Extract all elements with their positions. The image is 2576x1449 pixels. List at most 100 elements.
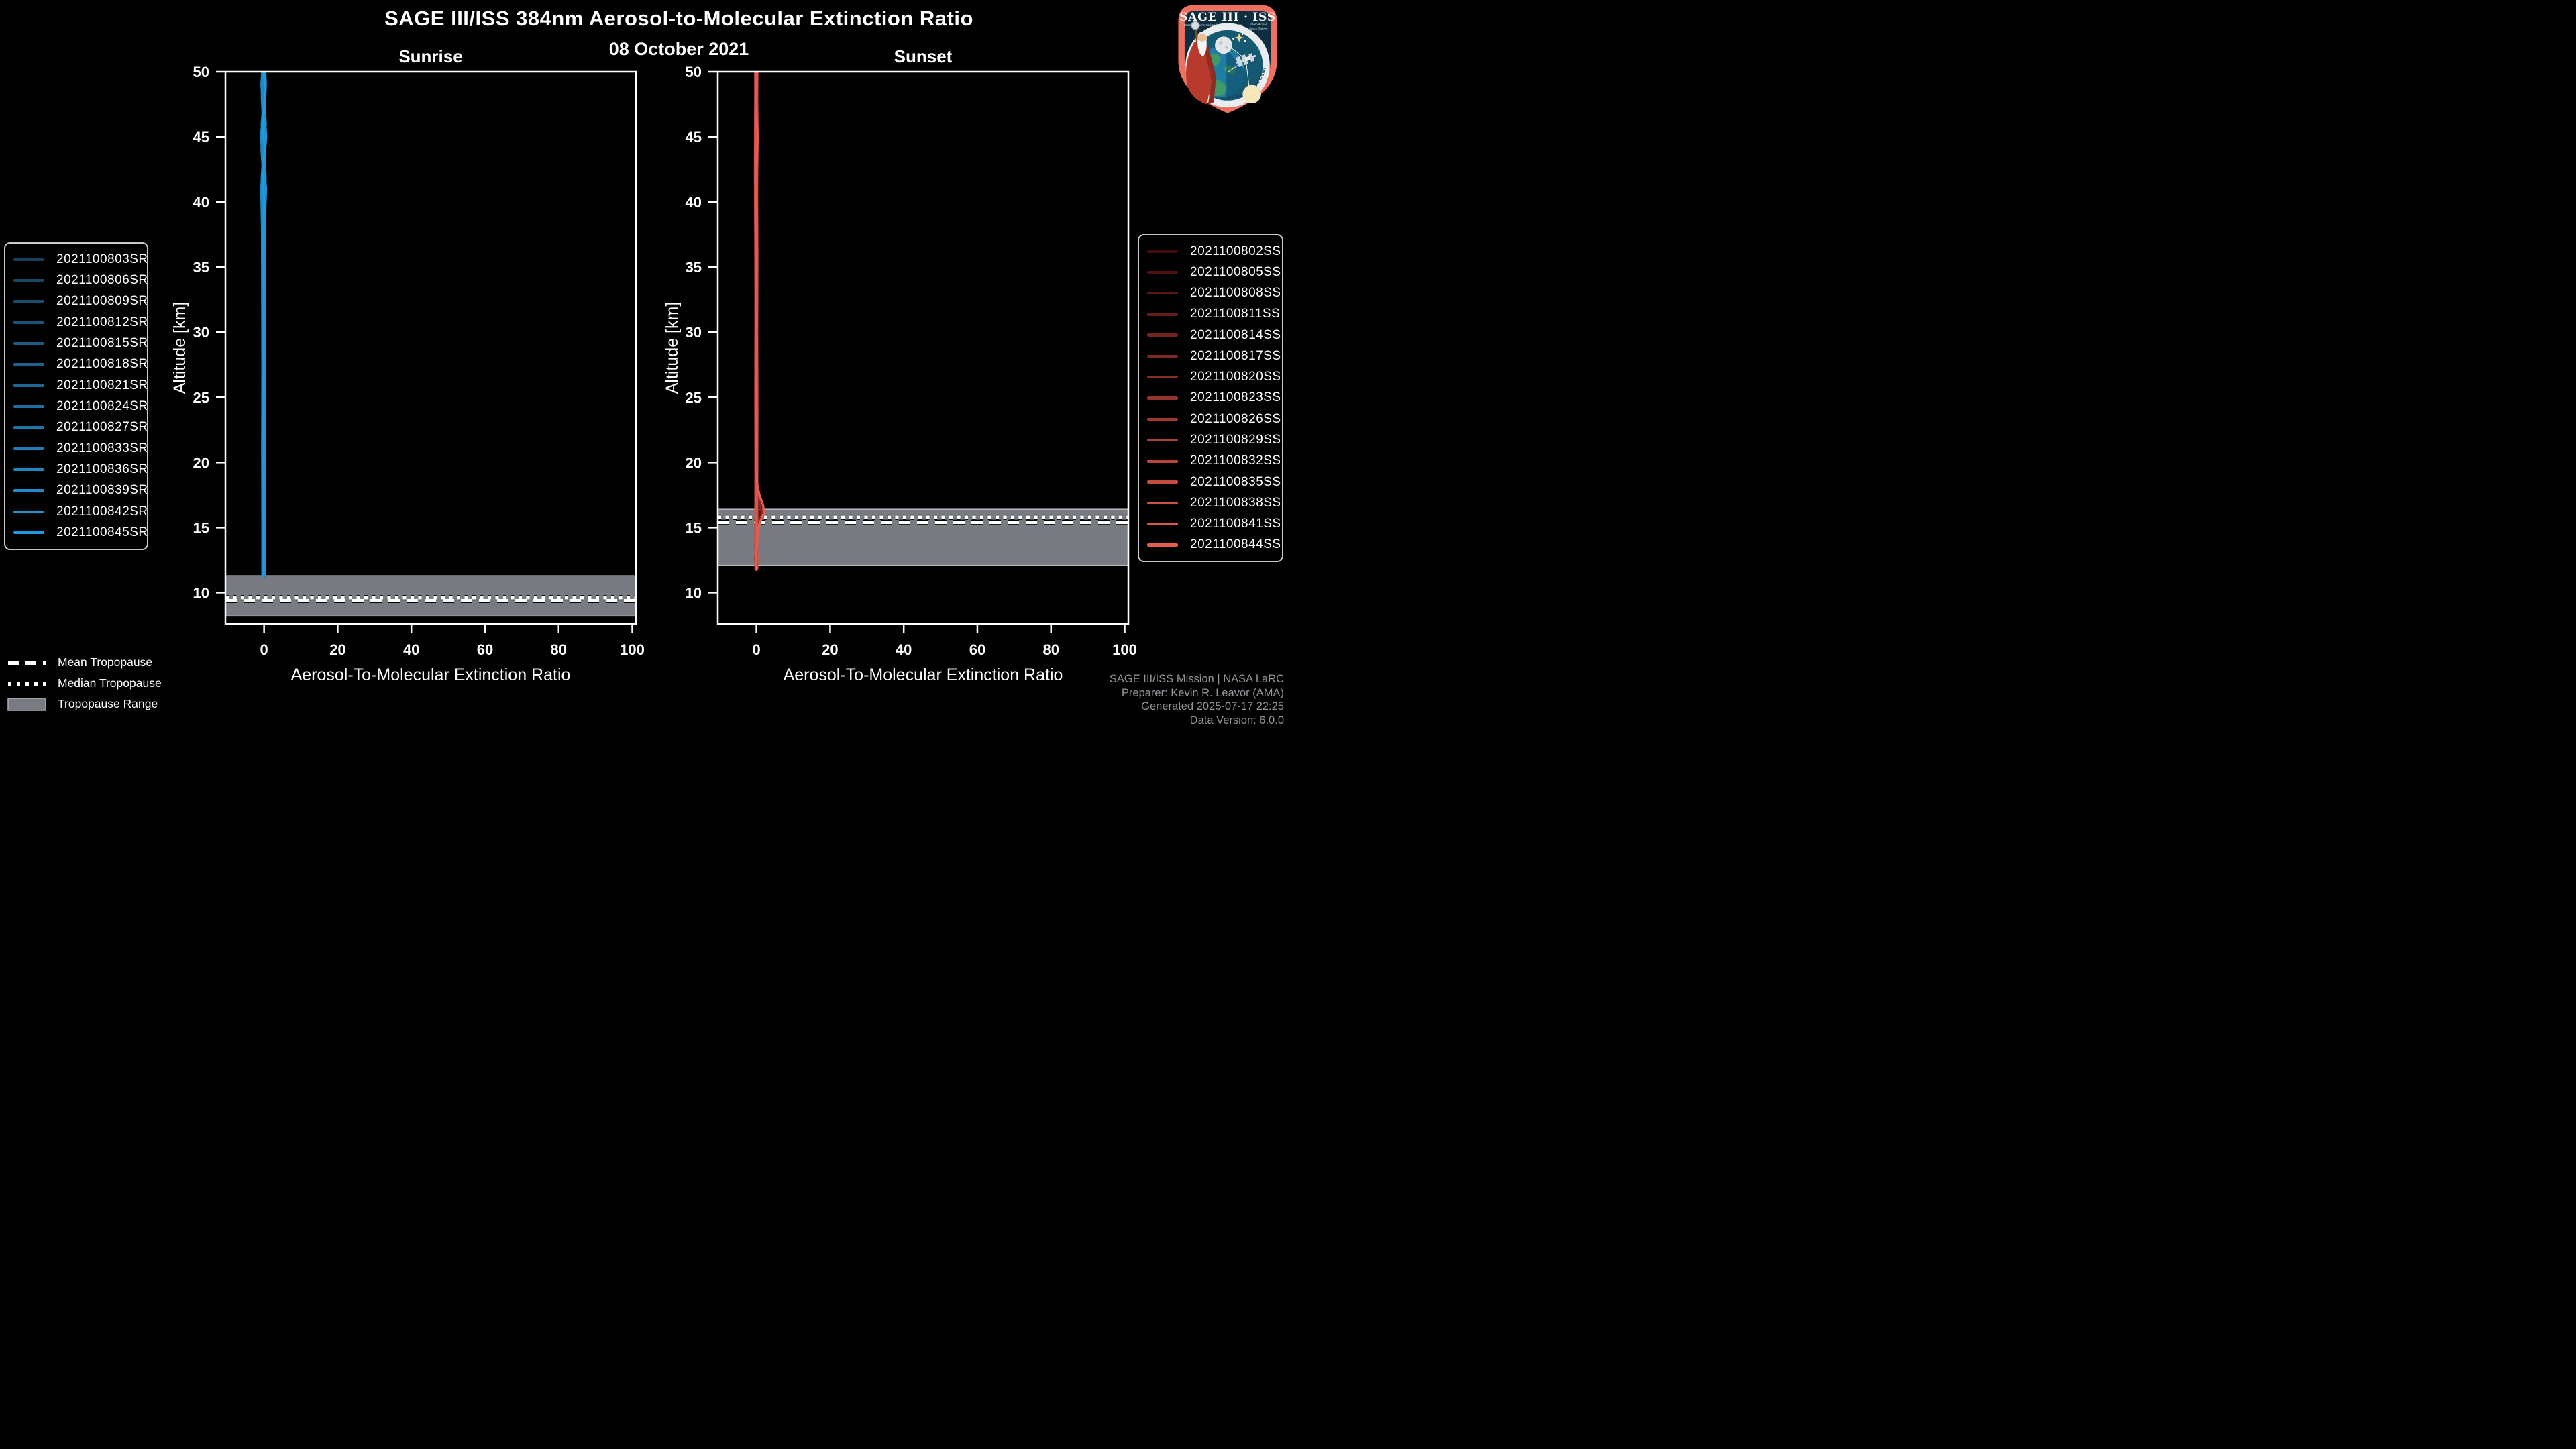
- tropopause-legend: Mean Tropopause Median Tropopause Tropop…: [7, 652, 288, 714]
- figure-title: SAGE III/ISS 384nm Aerosol-to-Molecular …: [384, 7, 973, 30]
- legend-item: 2021100821SR: [13, 378, 148, 393]
- legend-item: 2021100802SS: [1147, 244, 1281, 259]
- axes-frame: [716, 70, 1130, 625]
- legend-item: 2021100838SS: [1147, 496, 1281, 511]
- legend-item: 2021100808SS: [1147, 286, 1281, 301]
- legend-item: 2021100820SS: [1147, 370, 1281, 384]
- legend-event-label: 2021100809SR: [56, 294, 148, 309]
- legend-line-swatch: [1147, 501, 1178, 505]
- dotted-line-icon: [8, 681, 46, 686]
- sun-icon: [1242, 85, 1261, 104]
- legend-event-label: 2021100841SS: [1190, 517, 1281, 531]
- legend-item: 2021100844SS: [1147, 537, 1281, 552]
- legend-event-label: 2021100836SR: [56, 462, 148, 477]
- mean-tropopause-legend-item: Mean Tropopause: [7, 652, 288, 673]
- axes-frame: [224, 70, 637, 625]
- x-tick-label: 40: [403, 641, 419, 658]
- figure-date: 08 October 2021: [608, 39, 749, 59]
- x-axis-label: Aerosol-To-Molecular Extinction Ratio: [784, 665, 1063, 684]
- attribution-footer: SAGE III/ISS Mission | NASA LaRC Prepare…: [906, 672, 1284, 727]
- median-tropopause-label: Median Tropopause: [58, 676, 162, 690]
- patch-title: SAGE III · ISS: [1179, 11, 1276, 24]
- legend-line-swatch: [1147, 375, 1178, 379]
- legend-event-label: 2021100802SS: [1190, 244, 1281, 258]
- legend-line-swatch: [1147, 396, 1178, 400]
- figure-canvas: { "header": { "title": "SAGE III/ISS 384…: [0, 0, 1288, 727]
- legend-event-label: 2021100838SS: [1190, 495, 1281, 510]
- profile-2021100845SR: [261, 72, 266, 577]
- legend-item: 2021100812SR: [13, 315, 148, 330]
- legend-event-label: 2021100805SS: [1190, 264, 1281, 279]
- legend-line-swatch: [13, 510, 44, 514]
- sage-figure: [1186, 21, 1216, 105]
- y-tick-label: 30: [193, 324, 209, 341]
- x-tick-label: 0: [753, 641, 761, 658]
- y-tick-label: 15: [686, 519, 702, 536]
- x-tick-label: 80: [1042, 641, 1059, 658]
- legend-event-label: 2021100814SS: [1190, 327, 1281, 342]
- y-tick-label: 35: [686, 259, 702, 276]
- y-tick-label: 45: [686, 129, 702, 146]
- profile-2021100839SR: [260, 72, 264, 577]
- legend-item: 2021100815SR: [13, 336, 148, 351]
- legend-event-label: 2021100845SR: [56, 525, 148, 540]
- legend-event-label: 2021100826SS: [1190, 411, 1281, 426]
- legend-item: 2021100803SR: [13, 252, 148, 267]
- legend-item: 2021100827SR: [13, 420, 148, 435]
- legend-item: 2021100823SS: [1147, 390, 1281, 405]
- legend-line-swatch: [1147, 460, 1178, 463]
- y-axis-label: Altitude [km]: [663, 302, 682, 394]
- legend-item: 2021100826SS: [1147, 412, 1281, 427]
- y-tick-label: 20: [193, 454, 209, 471]
- tropopause-range-legend-item: Tropopause Range: [7, 694, 288, 714]
- y-tick-label: 30: [686, 324, 702, 341]
- legend-line-swatch: [1147, 270, 1178, 274]
- panel-title: Sunrise: [398, 46, 462, 66]
- legend-item: 2021100836SR: [13, 462, 148, 477]
- y-tick-label: 40: [686, 194, 702, 211]
- x-tick-label: 100: [620, 641, 645, 658]
- legend-line-swatch: [1147, 291, 1178, 295]
- legend-line-swatch: [13, 468, 44, 472]
- legend-line-swatch: [1147, 333, 1178, 337]
- y-axis-label: Altitude [km]: [170, 302, 189, 394]
- y-tick-label: 40: [193, 194, 209, 211]
- legend-line-swatch: [13, 363, 44, 366]
- legend-event-label: 2021100817SS: [1190, 348, 1281, 363]
- legend-event-label: 2021100844SS: [1190, 537, 1281, 552]
- x-tick-label: 80: [550, 641, 566, 658]
- mean-tropopause-label: Mean Tropopause: [58, 655, 153, 669]
- x-tick-label: 20: [329, 641, 345, 658]
- legend-item: 2021100824SR: [13, 399, 148, 414]
- legend-event-label: 2021100815SR: [56, 336, 148, 351]
- sunrise-events-legend: 2021100803SR 2021100806SR 2021100809SR 2021…: [4, 242, 148, 550]
- y-tick-label: 35: [193, 259, 209, 276]
- legend-line-swatch: [1147, 354, 1178, 358]
- moon-crater: [1225, 46, 1228, 49]
- moon-crater: [1218, 41, 1223, 45]
- legend-event-label: 2021100808SS: [1190, 286, 1281, 301]
- legend-item: 2021100817SS: [1147, 349, 1281, 364]
- legend-item: 2021100806SR: [13, 273, 148, 288]
- legend-item: 2021100842SR: [13, 504, 148, 519]
- legend-item: 2021100811SS: [1147, 307, 1280, 321]
- legend-item: 2021100829SS: [1147, 433, 1281, 447]
- legend-line-swatch: [13, 489, 44, 492]
- legend-item: 2021100809SR: [13, 294, 148, 309]
- y-tick-label: 50: [193, 64, 209, 80]
- legend-line-swatch: [13, 258, 44, 261]
- iss-icon: [1235, 53, 1256, 68]
- y-tick-label: 20: [686, 454, 702, 471]
- patch-subtitle-right-2: Space Station: [1249, 26, 1268, 30]
- x-tick-label: 60: [477, 641, 493, 658]
- y-tick-label: 25: [193, 389, 209, 406]
- gray-band-icon: [7, 697, 46, 711]
- legend-event-label: 2021100818SR: [56, 357, 148, 372]
- legend-line-swatch: [1147, 313, 1178, 316]
- footer-line-generated: Generated 2025-07-17 22:25: [1141, 700, 1284, 712]
- legend-line-swatch: [13, 300, 44, 303]
- legend-item: 2021100839SR: [13, 483, 148, 498]
- x-axis-label: Aerosol-To-Molecular Extinction Ratio: [291, 665, 571, 684]
- legend-event-label: 2021100839SR: [56, 483, 148, 498]
- legend-event-label: 2021100835SS: [1190, 474, 1281, 489]
